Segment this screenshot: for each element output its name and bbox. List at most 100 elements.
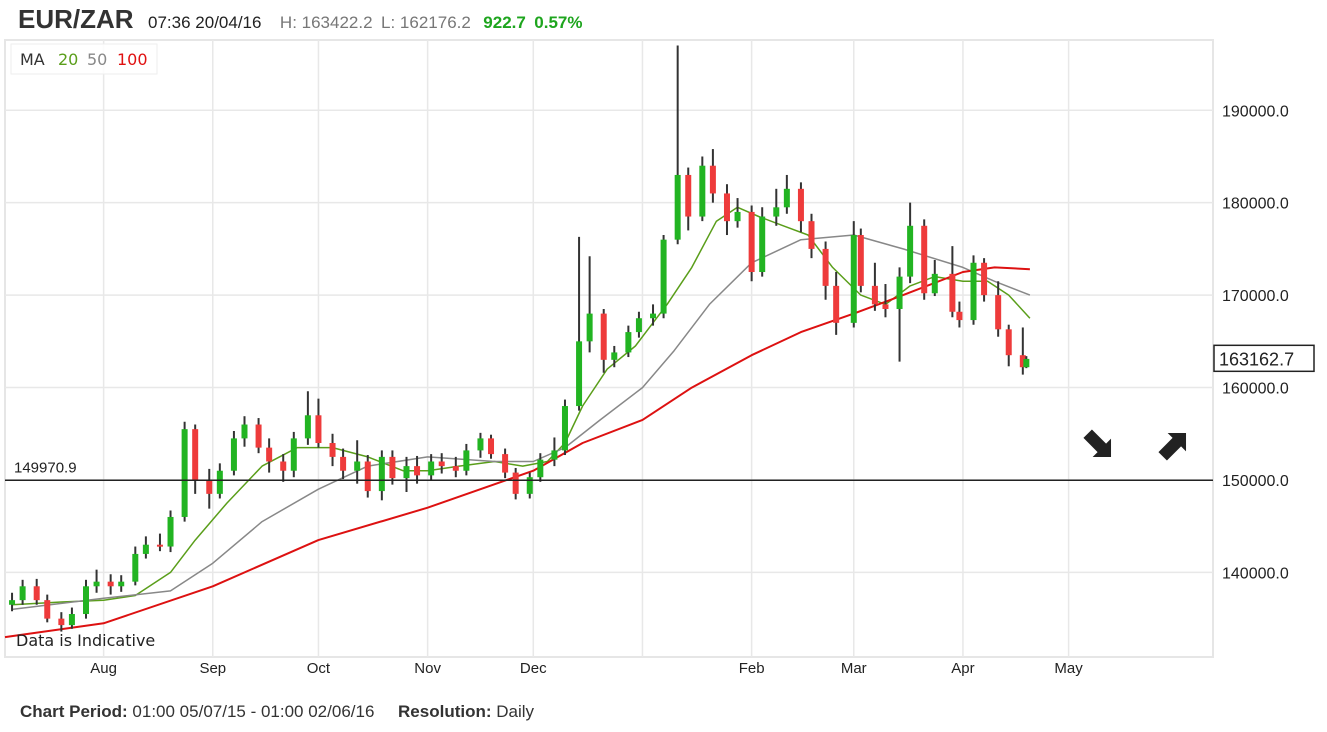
ma-legend-20[interactable]: 20 <box>58 50 78 69</box>
candle[interactable] <box>266 438 273 473</box>
candle[interactable] <box>586 256 593 353</box>
candle[interactable] <box>600 308 607 373</box>
candle[interactable] <box>93 569 100 593</box>
candle-body <box>586 313 593 342</box>
candle[interactable] <box>1023 356 1030 369</box>
candle[interactable] <box>9 592 16 612</box>
candle[interactable] <box>551 437 558 467</box>
candle[interactable] <box>709 149 716 203</box>
candle-body <box>19 586 26 601</box>
candle[interactable] <box>142 536 149 559</box>
candle[interactable] <box>107 574 114 595</box>
candle[interactable] <box>364 455 371 498</box>
candle[interactable] <box>537 453 544 482</box>
candle-body <box>452 466 459 471</box>
candlestick-chart[interactable]: Aug Sep Oct Nov Dec Feb Mar Apr May 140000.0 15000… <box>0 0 1327 700</box>
candle[interactable] <box>414 455 421 484</box>
x-tick-label: Sep <box>199 660 226 677</box>
candle[interactable] <box>83 579 90 619</box>
candle[interactable] <box>354 440 361 484</box>
ma-legend-50[interactable]: 50 <box>87 50 107 69</box>
candle[interactable] <box>304 391 311 445</box>
candle[interactable] <box>58 612 65 632</box>
arrow-down-right-icon[interactable] <box>1078 424 1120 466</box>
candle[interactable] <box>797 182 804 233</box>
candle[interactable] <box>132 546 139 586</box>
candle[interactable] <box>68 607 75 629</box>
candle[interactable] <box>907 202 914 284</box>
candle[interactable] <box>315 398 322 448</box>
candle[interactable] <box>280 454 287 482</box>
candle[interactable] <box>871 262 878 311</box>
candle[interactable] <box>488 434 495 459</box>
candle[interactable] <box>635 311 642 338</box>
candle[interactable] <box>734 198 741 228</box>
candle[interactable] <box>759 207 766 277</box>
candle[interactable] <box>921 219 928 300</box>
candle[interactable] <box>833 272 840 335</box>
candle[interactable] <box>949 246 956 318</box>
candle[interactable] <box>699 156 706 222</box>
candle-body <box>857 235 864 286</box>
candle[interactable] <box>255 418 262 454</box>
candle[interactable] <box>1005 324 1012 367</box>
candle[interactable] <box>783 174 790 214</box>
candle[interactable] <box>389 450 396 485</box>
candle[interactable] <box>995 281 1002 337</box>
candle[interactable] <box>611 345 618 368</box>
candle[interactable] <box>19 579 26 605</box>
candle[interactable] <box>378 450 385 501</box>
candle[interactable] <box>956 301 963 328</box>
candle[interactable] <box>290 431 297 478</box>
candle-body <box>1019 355 1026 368</box>
candle[interactable] <box>156 533 163 552</box>
candle[interactable] <box>329 433 336 467</box>
candle[interactable] <box>660 235 667 319</box>
candle[interactable] <box>561 399 568 456</box>
candle[interactable] <box>192 424 199 494</box>
candle[interactable] <box>857 228 864 293</box>
candle[interactable] <box>477 432 484 458</box>
candle[interactable] <box>850 221 857 328</box>
candle[interactable] <box>230 430 237 476</box>
candle[interactable] <box>576 236 583 411</box>
candle[interactable] <box>674 45 681 245</box>
candle[interactable] <box>1019 327 1026 375</box>
candle[interactable] <box>896 267 903 362</box>
candle[interactable] <box>512 467 519 500</box>
candle[interactable] <box>44 594 51 623</box>
candle-body <box>882 304 889 309</box>
candle[interactable] <box>773 188 780 226</box>
candle[interactable] <box>452 456 459 478</box>
candle[interactable] <box>167 510 174 553</box>
candle[interactable] <box>822 241 829 300</box>
candle[interactable] <box>33 578 40 605</box>
candle[interactable] <box>181 421 188 522</box>
candle[interactable] <box>428 454 435 480</box>
candle-body <box>329 443 336 457</box>
candle[interactable] <box>650 304 657 326</box>
candle[interactable] <box>808 213 815 259</box>
candle[interactable] <box>403 456 410 493</box>
candle[interactable] <box>970 255 977 325</box>
candle[interactable] <box>241 416 248 447</box>
candle[interactable] <box>882 284 889 318</box>
candle[interactable] <box>206 468 213 509</box>
candles <box>9 45 1030 632</box>
candle[interactable] <box>118 575 125 592</box>
arrow-up-right-icon[interactable] <box>1153 424 1195 466</box>
candle[interactable] <box>463 443 470 476</box>
candle[interactable] <box>502 448 509 479</box>
candle[interactable] <box>931 259 938 297</box>
candle[interactable] <box>685 167 692 231</box>
candle-body <box>850 235 857 323</box>
candle[interactable] <box>723 184 730 236</box>
candle[interactable] <box>340 448 347 480</box>
ma-legend-label: MA <box>20 50 45 69</box>
candle[interactable] <box>438 453 445 474</box>
candle[interactable] <box>526 472 533 499</box>
candle[interactable] <box>748 205 755 282</box>
ma-legend-100[interactable]: 100 <box>117 50 148 69</box>
candle[interactable] <box>625 325 632 358</box>
candle[interactable] <box>981 258 988 302</box>
